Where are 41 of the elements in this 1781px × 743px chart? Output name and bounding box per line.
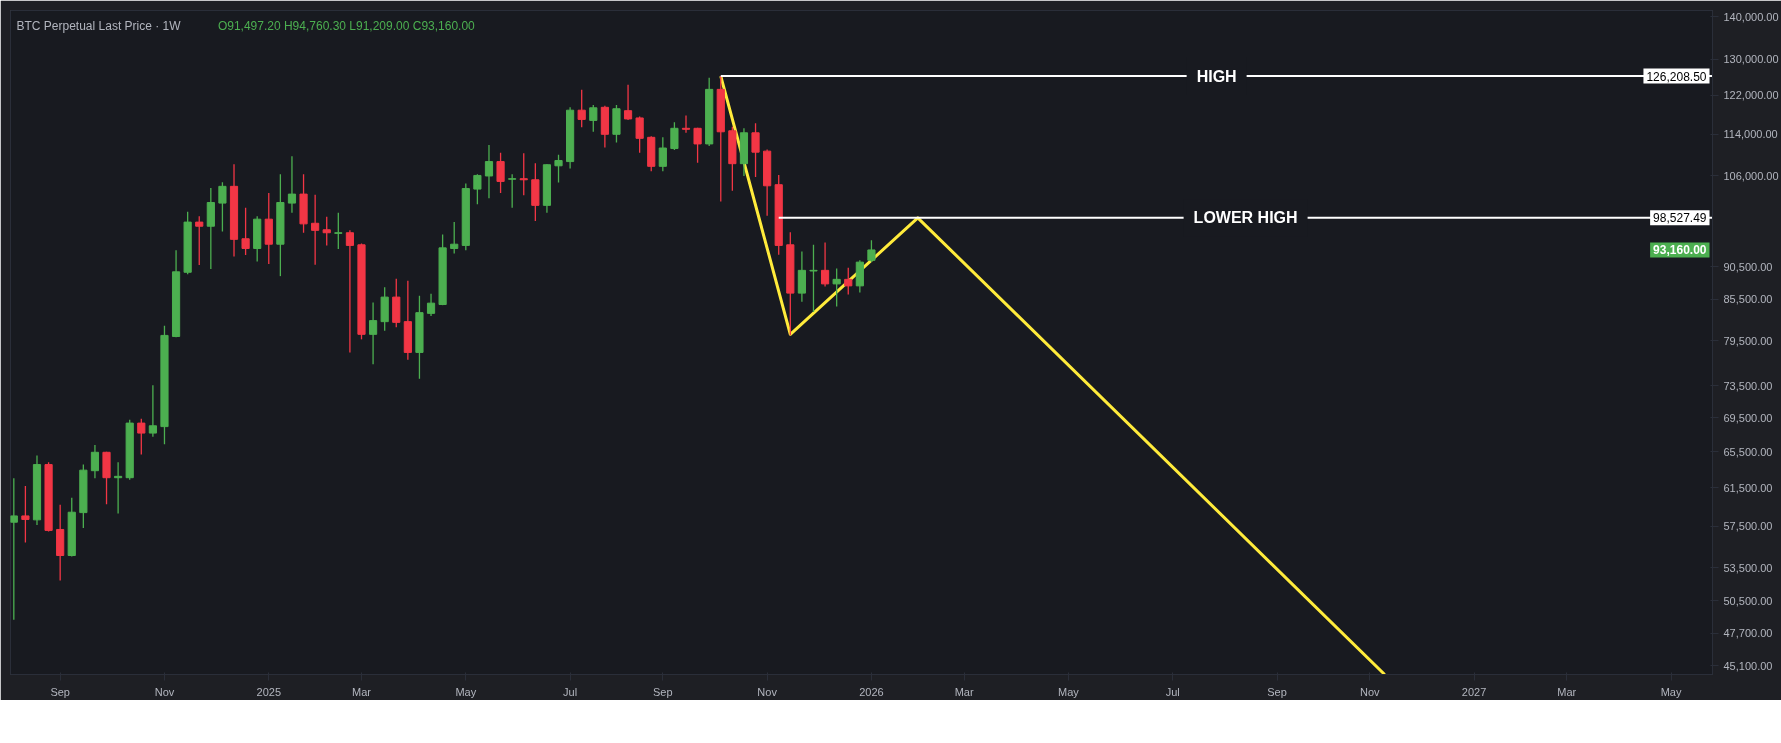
x-tick-label: Nov xyxy=(757,685,778,698)
y-tick-label: 47,700.00 xyxy=(1723,627,1773,640)
y-tick-label: 61,500.00 xyxy=(1723,481,1773,494)
x-tick-label: Sep xyxy=(653,685,673,698)
y-tick-label: 79,500.00 xyxy=(1723,334,1773,347)
ref-line-label: LOWER HIGH xyxy=(1193,209,1298,227)
x-tick-label: 2025 xyxy=(256,685,282,698)
annotation: 126,208.50 xyxy=(1646,69,1707,84)
y-tick-label: 90,500.00 xyxy=(1723,260,1773,273)
y-tick-label: 65,500.00 xyxy=(1723,445,1773,458)
x-tick-label: May xyxy=(455,685,477,698)
y-tick-label: 106,000.00 xyxy=(1723,169,1779,182)
x-tick-label: Sep xyxy=(1267,685,1287,698)
y-tick-label: 85,500.00 xyxy=(1723,293,1773,306)
x-tick-label: 2027 xyxy=(1461,685,1487,698)
annotation: 93,160.00 xyxy=(1653,243,1707,258)
text: BTC Perpetual Last Price · 1W xyxy=(16,18,182,33)
annotation: O91,497.20 H94,760.30 L91,209.00 C93,160.00 xyxy=(217,18,476,33)
x-tick-label: Jul xyxy=(1165,685,1180,698)
y-tick-label: 130,000.00 xyxy=(1723,53,1779,66)
y-tick-label: 140,000.00 xyxy=(1723,10,1779,23)
x-tick-label: May xyxy=(1058,685,1080,698)
x-tick-label: Sep xyxy=(50,685,70,698)
x-tick-label: Jul xyxy=(563,685,578,698)
x-tick-label: Mar xyxy=(352,685,372,698)
y-tick-label: 53,500.00 xyxy=(1723,561,1773,574)
annotation: 98,527.49 xyxy=(1653,211,1707,226)
y-tick-label: 57,500.00 xyxy=(1723,520,1773,533)
x-tick-label: May xyxy=(1660,685,1682,698)
ref-line-label: HIGH xyxy=(1196,67,1237,85)
x-tick-label: Mar xyxy=(954,685,974,698)
y-tick-label: 50,500.00 xyxy=(1723,594,1773,607)
x-tick-label: 2026 xyxy=(859,685,884,698)
x-tick-label: Nov xyxy=(1360,685,1381,698)
y-tick-label: 114,000.00 xyxy=(1723,128,1778,141)
y-tick-label: 45,100.00 xyxy=(1723,659,1773,672)
y-tick-label: 122,000.00 xyxy=(1723,89,1779,102)
x-tick-label: Nov xyxy=(154,685,175,698)
y-tick-label: 69,500.00 xyxy=(1723,411,1773,424)
y-tick-label: 73,500.00 xyxy=(1723,379,1773,392)
x-tick-label: Mar xyxy=(1557,685,1577,698)
